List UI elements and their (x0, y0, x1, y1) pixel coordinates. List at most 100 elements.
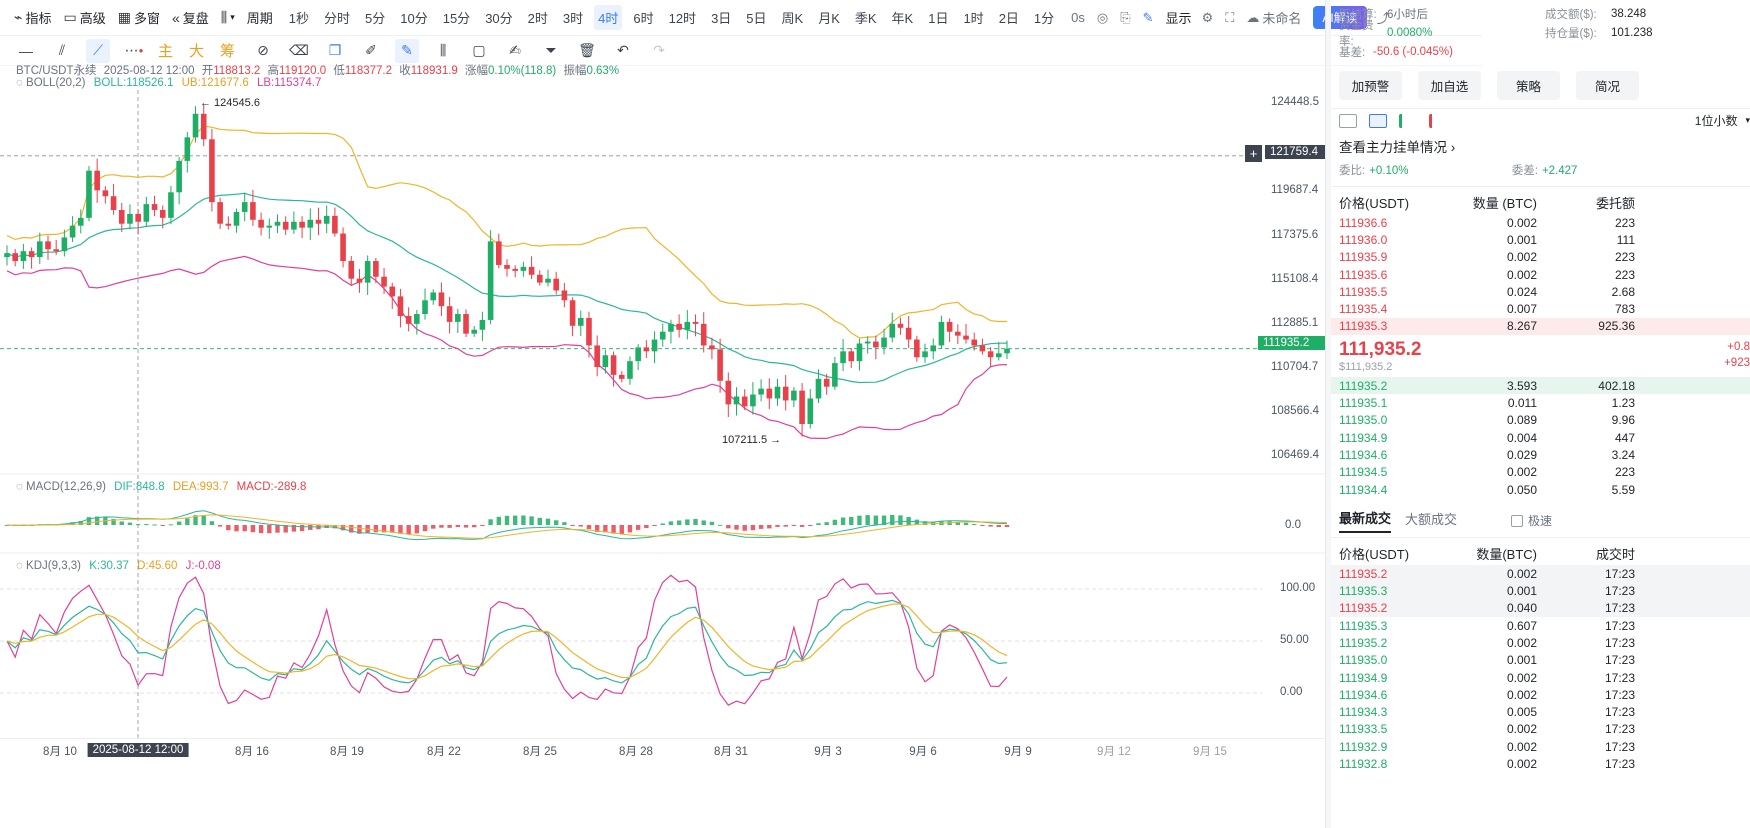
eye-icon[interactable]: ◌ (16, 77, 23, 89)
fast-checkbox[interactable] (1511, 514, 1524, 527)
interval-14[interactable]: 月K (818, 11, 840, 26)
draw-icon[interactable]: ✎ (395, 38, 420, 63)
main-indicator-button[interactable]: 主 (158, 43, 174, 60)
trades-row[interactable]: 111932.8 0.002 17:23 (1331, 755, 1750, 772)
action-button-2[interactable]: 策略 (1497, 71, 1560, 100)
orderbook-asks-icon[interactable] (1429, 113, 1447, 128)
pattern-icon[interactable]: ⫼ (439, 42, 447, 58)
trades-row[interactable]: 111935.0 0.001 17:23 (1331, 652, 1750, 669)
decimals-select[interactable]: 1位小数 (1694, 114, 1738, 128)
interval-10[interactable]: 12时 (668, 11, 697, 26)
trend-line-icon[interactable]: ⟋ (86, 38, 110, 63)
asks-row[interactable]: 111936.6 0.002 223 (1331, 214, 1750, 231)
interval-17[interactable]: 1日 (928, 11, 949, 26)
action-button-0[interactable]: 加预警 (1339, 71, 1402, 100)
action-button-3[interactable]: 简况 (1576, 71, 1639, 100)
interval-3[interactable]: 10分 (400, 11, 428, 26)
trash-icon[interactable]: 🗑 (578, 42, 596, 58)
asks-row[interactable]: 111935.3 8.267 925.36 (1331, 317, 1750, 336)
interval-20[interactable]: 1分 (1033, 11, 1055, 26)
interval-1[interactable]: 分时 (324, 11, 351, 26)
bids-row[interactable]: 111935.0 0.089 9.96 (1331, 412, 1750, 429)
trades-row[interactable]: 111934.3 0.005 17:23 (1331, 704, 1750, 721)
interval-7[interactable]: 3时 (562, 11, 584, 26)
asks-row[interactable]: 111935.5 0.024 2.68 (1331, 283, 1750, 300)
period-button[interactable]: 周期 (246, 11, 273, 26)
share-icon[interactable]: ⤴ (1376, 11, 1390, 26)
horizontal-line-icon[interactable]: ― (19, 42, 33, 59)
display-button[interactable]: 显示 (1165, 11, 1192, 26)
orderbook-bids-icon[interactable] (1399, 113, 1417, 128)
interval-18[interactable]: 1时 (963, 11, 984, 26)
redo-icon[interactable]: ↷ (653, 42, 665, 58)
asks-row[interactable]: 111935.9 0.002 223 (1331, 249, 1750, 266)
interval-12[interactable]: 5日 (746, 11, 767, 26)
brush-icon[interactable]: ✐ (365, 42, 377, 58)
copy-icon[interactable]: ❐ (328, 42, 342, 58)
interval-0[interactable]: 1秒 (288, 11, 309, 26)
interval-19[interactable]: 2日 (998, 11, 1019, 26)
candle-type-button[interactable]: ⫼ ▾ (221, 9, 235, 26)
note-icon[interactable]: ▢ (472, 42, 486, 58)
indicators-button[interactable]: ⌁ 指标 (14, 9, 52, 26)
orderbook-both-icon[interactable] (1339, 113, 1357, 128)
fullscreen-icon[interactable]: ⛶ (1225, 9, 1235, 25)
bids-row[interactable]: 111934.9 0.004 447 (1331, 429, 1750, 446)
action-button-1[interactable]: 加自选 (1418, 71, 1481, 100)
plus-icon[interactable]: + (1245, 145, 1262, 162)
trades-row[interactable]: 111935.3 0.001 17:23 (1331, 582, 1750, 600)
orderbook-split-icon[interactable] (1369, 113, 1387, 128)
orderbook-title-link[interactable]: 查看主力挂单情况 › (1339, 140, 1456, 155)
edit-icon[interactable]: ✍ (509, 42, 521, 58)
replay-button[interactable]: «复盘 (171, 9, 209, 27)
trades-row[interactable]: 111934.9 0.002 17:23 (1331, 669, 1750, 686)
interval-9[interactable]: 6时 (633, 11, 654, 26)
interval-15[interactable]: 季K (854, 11, 877, 26)
panel-divider[interactable] (1325, 0, 1331, 828)
bids-row[interactable]: 111935.1 0.011 1.23 (1331, 394, 1750, 411)
eye-icon[interactable]: ◌ (16, 481, 23, 493)
trades-row[interactable]: 111935.2 0.002 17:23 (1331, 565, 1750, 583)
price-chart[interactable]: ← 124545.6 107211.5 → (0, 0, 1325, 738)
gear-icon[interactable]: ⚙ (1201, 9, 1214, 25)
pen-icon[interactable]: ✎ (1142, 9, 1154, 25)
multi-window-button[interactable]: ▦ 多窗 (117, 9, 160, 26)
bids-row[interactable]: 111934.4 0.050 5.59 (1331, 481, 1750, 498)
asks-row[interactable]: 111935.4 0.007 783 (1331, 300, 1750, 317)
tab-big-trades[interactable]: 大额成交 (1405, 512, 1458, 528)
link-icon[interactable]: ⎘ (1120, 9, 1131, 25)
interval-16[interactable]: 年K (891, 11, 914, 26)
interval-8[interactable]: 4时 (594, 5, 623, 30)
eye-icon[interactable]: ◌ (16, 560, 23, 572)
trades-row[interactable]: 111935.2 0.002 17:23 (1331, 634, 1750, 651)
parallel-lines-icon[interactable]: ⫽ (58, 42, 66, 58)
camera-icon[interactable]: ◎ (1096, 9, 1109, 25)
chips-button[interactable]: 筹 (220, 43, 236, 60)
trades-row[interactable]: 111932.9 0.002 17:23 (1331, 738, 1750, 755)
interval-11[interactable]: 3日 (711, 11, 732, 26)
bids-row[interactable]: 111934.6 0.029 3.24 (1331, 446, 1750, 463)
filter-icon[interactable]: ⏷ (545, 42, 557, 58)
interval-13[interactable]: 周K (781, 11, 804, 26)
mid-change-2: +923 (1724, 357, 1750, 370)
advanced-button[interactable]: ▭ 高级 (63, 9, 106, 26)
interval-6[interactable]: 2时 (527, 11, 548, 26)
tab-latest-trades[interactable]: 最新成交 (1339, 508, 1392, 534)
undo-icon[interactable]: ↶ (617, 42, 629, 58)
trades-row[interactable]: 111933.5 0.002 17:23 (1331, 721, 1750, 738)
interval-5[interactable]: 30分 (485, 11, 513, 26)
bids-row[interactable]: 111935.2 3.593 402.18 (1331, 377, 1750, 395)
trades-row[interactable]: 111934.6 0.002 17:23 (1331, 686, 1750, 703)
more-icon[interactable]: ⋯ ● (124, 42, 144, 58)
interval-4[interactable]: 15分 (442, 11, 471, 26)
big-order-button[interactable]: 大 (189, 43, 205, 60)
asks-row[interactable]: 111936.0 0.001 111 (1331, 231, 1750, 248)
layout-name[interactable]: 未命名 (1262, 11, 1302, 26)
eraser-icon[interactable]: ⌫ (289, 42, 309, 58)
trades-row[interactable]: 111935.3 0.607 17:23 (1331, 617, 1750, 634)
bids-row[interactable]: 111934.5 0.002 223 (1331, 464, 1750, 481)
interval-2[interactable]: 5分 (365, 11, 386, 26)
trades-row[interactable]: 111935.2 0.040 17:23 (1331, 599, 1750, 618)
asks-row[interactable]: 111935.6 0.002 223 (1331, 266, 1750, 283)
magnet-icon[interactable]: ⊘ (257, 42, 269, 58)
